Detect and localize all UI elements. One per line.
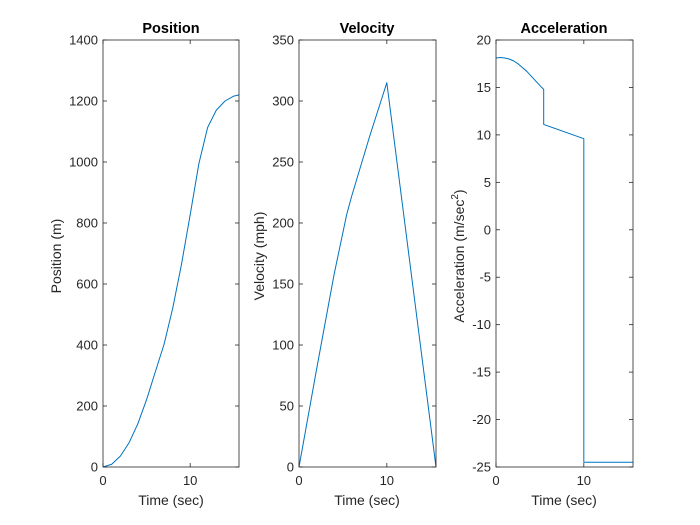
axes-box: [298, 39, 437, 468]
y-tick-label: 250: [272, 155, 294, 170]
y-axis-label: Velocity (mph): [251, 212, 267, 301]
y-tick-label: 350: [272, 33, 294, 48]
y-tick-label: 1000: [69, 155, 98, 170]
series-line-velocity: [298, 82, 437, 468]
y-tick-label: -10: [472, 317, 491, 332]
series-line-acceleration: [495, 57, 633, 463]
series-line-position: [102, 94, 240, 468]
y-tick-label: 300: [272, 94, 294, 109]
y-tick-label: 1400: [69, 33, 98, 48]
axes-box: [495, 39, 634, 468]
subplot-velocity: Velocity Velocity (mph) Time (sec) 0 50 10…: [251, 21, 437, 508]
x-axis-label: Time (sec): [138, 492, 204, 508]
subplot-acceleration: Acceleration Acceleration (m/sec2) Time …: [450, 21, 634, 508]
subplot-title: Velocity: [340, 21, 395, 37]
x-tick-label: 10: [380, 473, 394, 488]
y-axis-label-main: Acceleration (m/sec: [451, 200, 467, 323]
x-axis-label: Time (sec): [531, 492, 597, 508]
x-tick-label: 10: [183, 473, 197, 488]
axes-box: [102, 39, 240, 468]
y-tick-label: -5: [479, 270, 491, 285]
y-axis-label: Acceleration (m/sec2): [450, 189, 467, 322]
y-tick-label: 200: [76, 399, 98, 414]
y-tick-label: -20: [472, 412, 491, 427]
y-tick-label: -15: [472, 365, 491, 380]
y-axis-label-superscript: 2: [450, 194, 461, 200]
y-tick-label: 5: [484, 175, 491, 190]
y-tick-label: 150: [272, 277, 294, 292]
y-axis-label: Position (m): [48, 219, 64, 294]
subplot-title: Acceleration: [520, 21, 607, 37]
x-tick-label: 0: [99, 473, 106, 488]
y-tick-label: 15: [477, 80, 491, 95]
y-tick-label: 200: [272, 216, 294, 231]
x-axis-label: Time (sec): [334, 492, 400, 508]
x-tick-label: 0: [492, 473, 499, 488]
y-tick-label: 20: [477, 33, 491, 48]
y-tick-label: 50: [280, 399, 294, 414]
y-axis-label-end: ): [451, 189, 467, 194]
y-tick-label: 0: [484, 222, 491, 237]
y-tick-label: 800: [76, 216, 98, 231]
subplot-title: Position: [142, 21, 199, 37]
y-tick-label: 100: [272, 338, 294, 353]
y-tick-label: 10: [477, 127, 491, 142]
y-tick-label: 400: [76, 338, 98, 353]
y-tick-label: 0: [287, 460, 294, 475]
x-tick-label: 0: [295, 473, 302, 488]
y-tick-label: 1200: [69, 94, 98, 109]
x-tick-label: 10: [577, 473, 591, 488]
y-tick-label: 0: [91, 460, 98, 475]
y-tick-label: 600: [76, 277, 98, 292]
y-tick-label: -25: [472, 460, 491, 475]
subplot-position: Position Position (m) Time (sec) 0 200 400…: [48, 21, 240, 508]
